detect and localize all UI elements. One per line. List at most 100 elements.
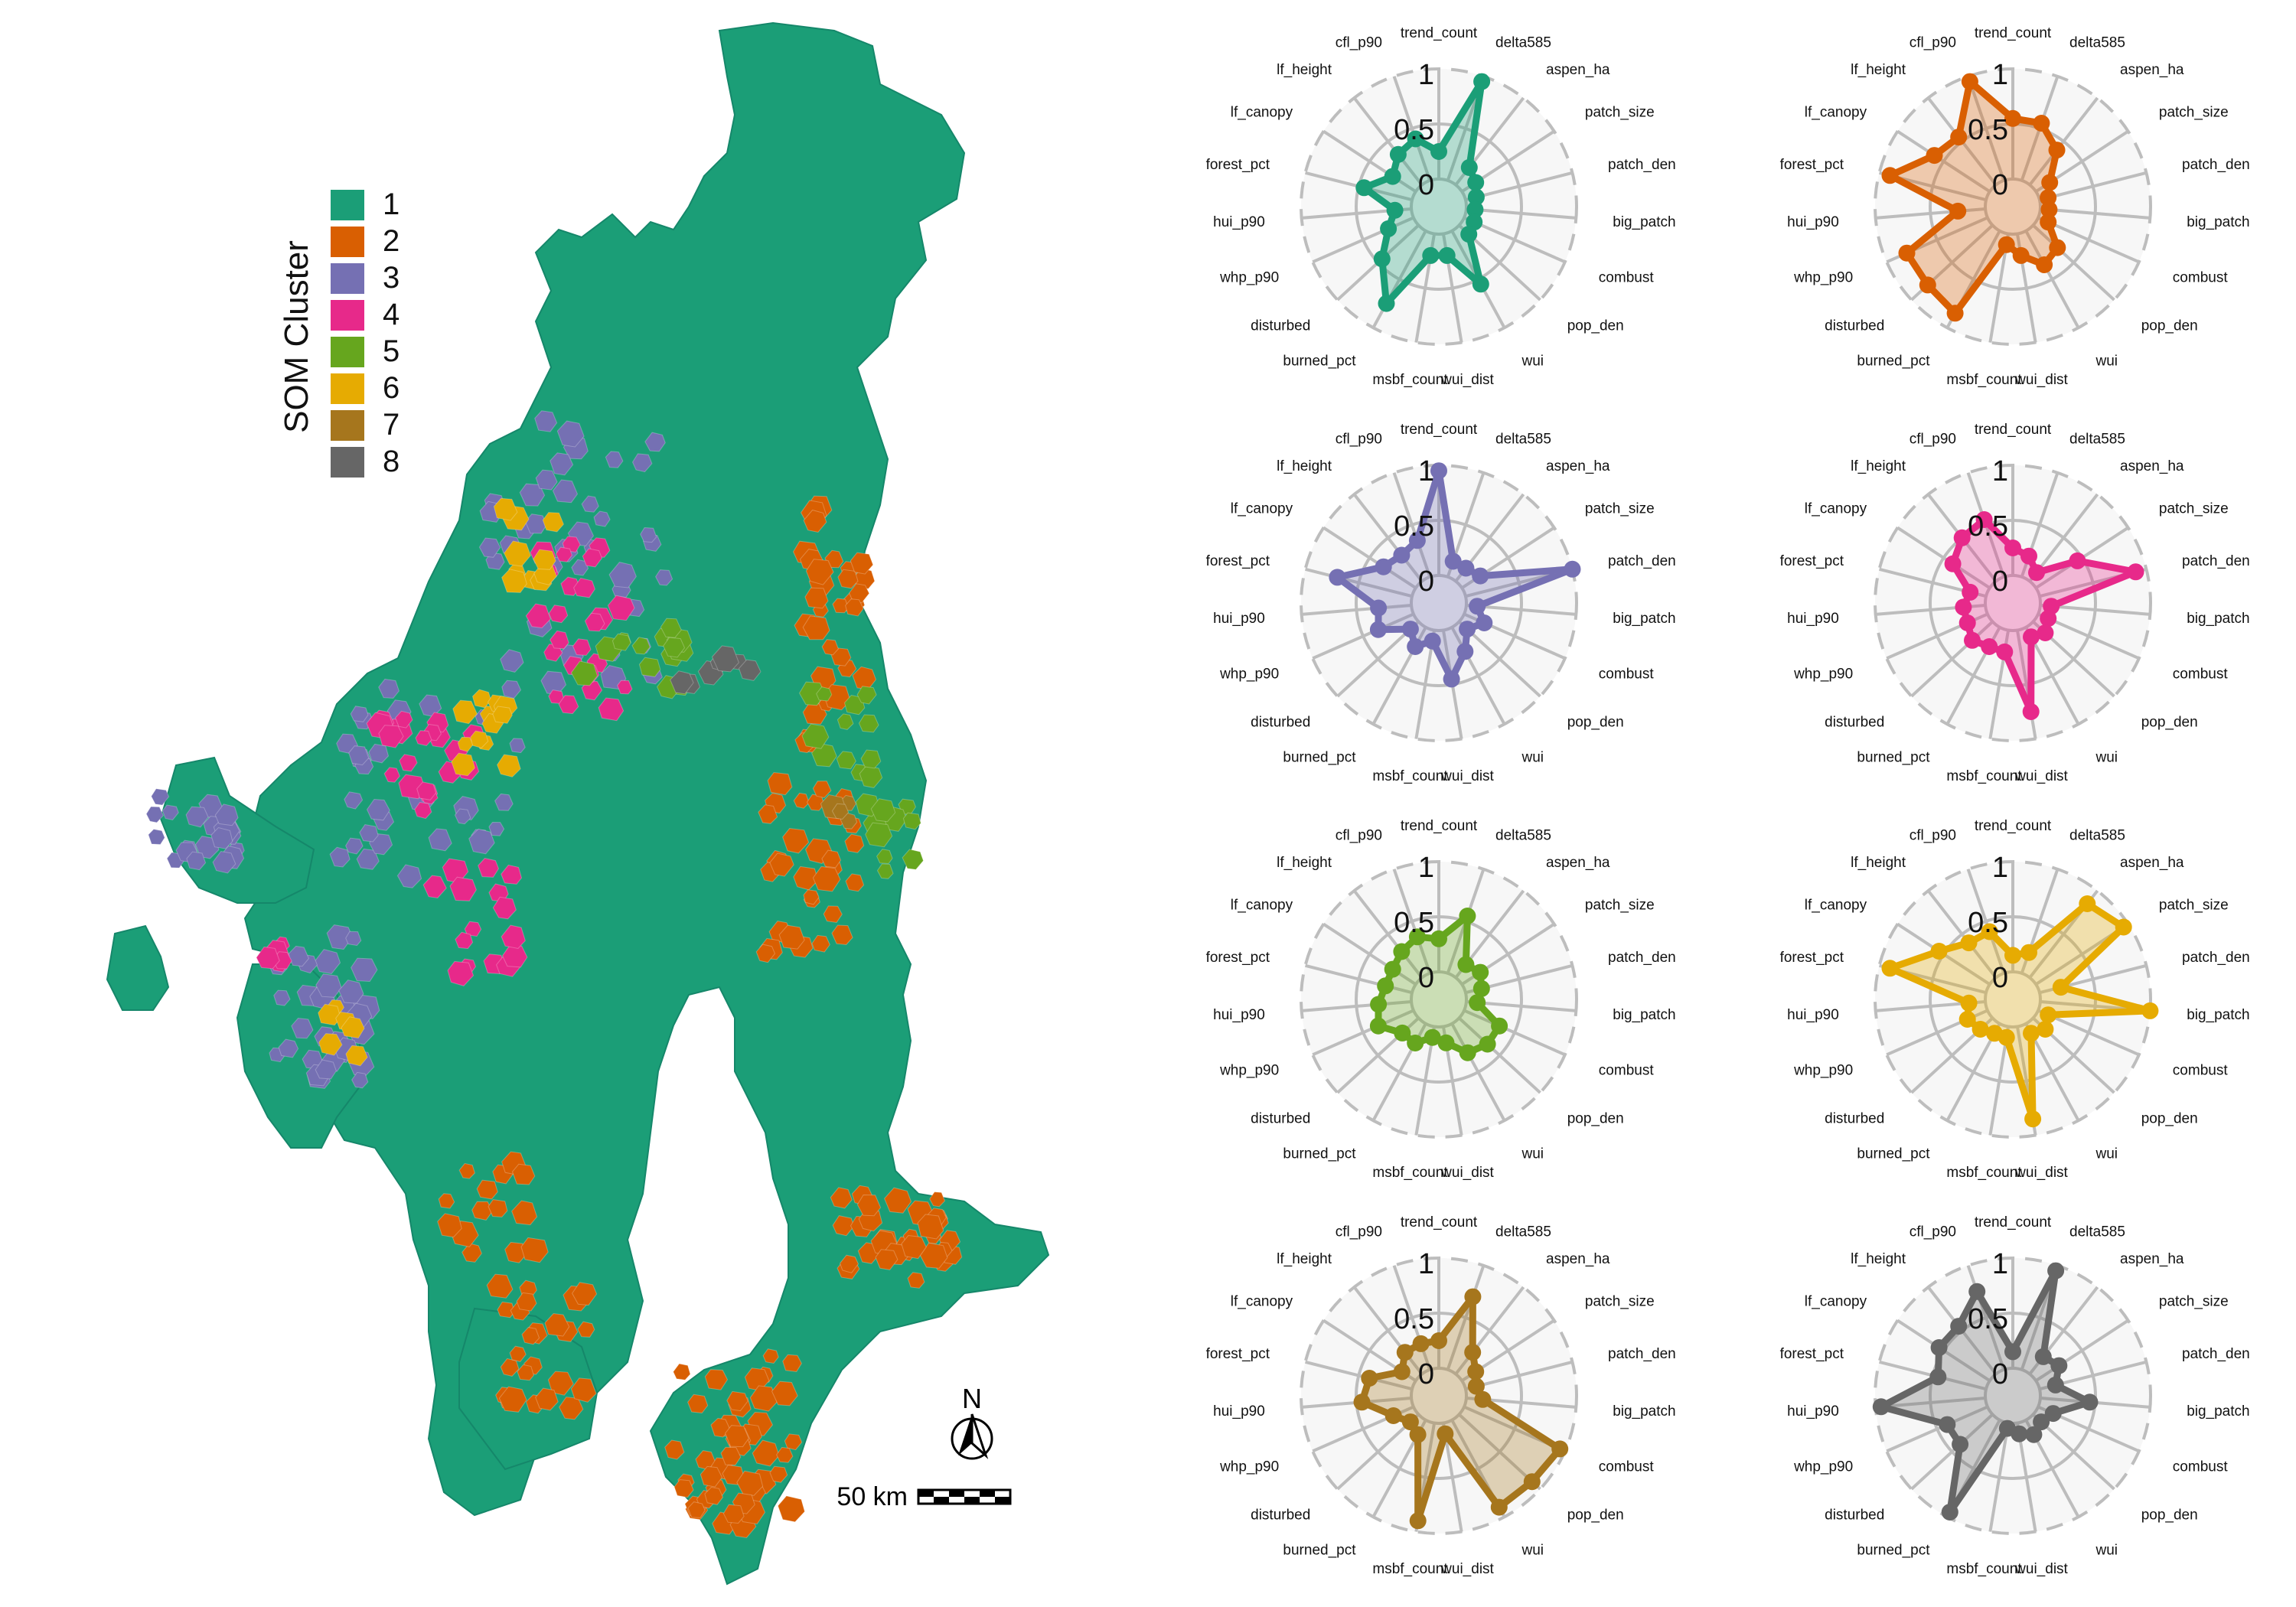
radar-point-patch_den [1564,560,1581,578]
radar-point-wui_dist [1443,670,1460,688]
radial-tick-label: 1 [1992,455,2008,487]
radar-point-wui [2025,1426,2043,1443]
radar-point-burned_pct [1981,638,1998,655]
radar-background [1875,1258,2151,1534]
axis-label-delta585: delta585 [1495,1224,1551,1240]
radar-spoke [1392,76,1432,181]
radar-point-pop_den [1523,1473,1541,1491]
radar-spoke [1450,1022,1506,1122]
axis-label-patch_size: patch_size [1585,104,1655,120]
axis-label-cfl_p90: cfl_p90 [1336,1224,1382,1240]
axis-label-whp_p90: whp_p90 [1219,667,1279,683]
radar-point-burned_pct [1407,638,1424,655]
map-cell-cluster-2 [749,1385,778,1412]
radar-point-big_patch [1469,994,1486,1012]
radar-point-whp_p90 [1384,1407,1402,1424]
radar-point-cfl_p90 [1961,73,1978,90]
axis-label-wui: wui [1521,354,1544,370]
axis-label-pop_den: pop_den [2141,714,2198,730]
map-cell-cluster-2 [769,852,794,877]
map-cell-cluster-2 [782,827,810,854]
radar-spoke [1466,207,1577,220]
map-cell-cluster-6 [470,730,489,748]
map-cell-cluster-2 [762,1348,779,1364]
map-cell-cluster-2 [497,1301,515,1319]
map-cell-cluster-2 [803,509,827,533]
map-cell-cluster-5 [663,637,686,658]
map-cell-cluster-3 [326,924,354,950]
axis-label-burned_pct: burned_pct [1283,1146,1356,1162]
map-cell-cluster-2 [929,1191,946,1208]
radar-point-whp_p90 [1898,244,1916,262]
axis-label-cfl_p90: cfl_p90 [1910,34,1956,51]
radar-point-big_patch [2040,200,2058,218]
map-cell-cluster-2 [758,804,778,824]
radar-point-forest_pct [1929,1368,1947,1386]
map-cell-cluster-3 [161,804,179,821]
radar-spoke [1966,1265,2006,1371]
axis-label-delta585: delta585 [2069,431,2125,447]
axis-label-lf_height: lf_height [1277,458,1332,474]
axis-label-msbf_count: msbf_count [1372,1165,1448,1181]
map-cell-cluster-2 [821,639,839,656]
map-cell-cluster-3 [608,562,637,588]
map-cell-cluster-2 [438,1193,455,1209]
axis-label-patch_den: patch_den [1608,1346,1676,1362]
axis-label-msbf_count: msbf_count [1372,768,1448,784]
map-cell-cluster-2 [856,1194,882,1217]
map-cell-cluster-2 [722,1464,745,1485]
radar-point-whp_p90 [1939,1416,1956,1433]
axis-label-hui_p90: hui_p90 [1213,1403,1265,1420]
radar-point-aspen_ha [2048,142,2066,159]
radar-point-trend_count [2004,947,2021,964]
map-cell-cluster-2 [437,1213,462,1238]
radar-point-hui_p90 [1353,1393,1371,1411]
map-cell-cluster-2 [901,1234,927,1260]
map-cell-cluster-4 [455,931,474,950]
scale-label: 50 km [837,1482,908,1511]
axis-label-burned_pct: burned_pct [1857,354,1930,370]
radial-tick-label: 1 [1992,1248,2008,1280]
map-cell-cluster-2 [577,1321,595,1338]
radar-point-lf_canopy [1384,168,1401,185]
radar-point-msbf_count [1998,1420,2016,1437]
map-cell-cluster-5 [876,849,893,865]
legend-label-2: 2 [383,224,400,258]
axis-label-wui_dist: wui_dist [2014,372,2068,388]
radar-point-aspen_ha [2028,564,2045,582]
axis-label-delta585: delta585 [2069,827,2125,843]
map-cell-cluster-4 [550,630,569,650]
radar-spoke [1988,1423,2011,1532]
radar-point-patch_den [1473,980,1490,997]
map-cell-cluster-5 [902,849,924,870]
radar-point-whp_p90 [1369,1017,1387,1035]
map-cell-cluster-4 [447,960,475,986]
radar-spoke [1463,1009,1566,1057]
radar-point-aspen_ha [2079,895,2096,912]
axis-label-delta585: delta585 [1495,34,1551,51]
radar-background [1875,69,2151,344]
radar-spoke [1446,1265,1486,1371]
radar-spoke [1371,230,1427,329]
axis-label-aspen_ha: aspen_ha [1546,855,1610,871]
radar-chart-cluster-2: trend_count delta585 aspen_ha patch_sizepat… [1780,25,2250,388]
axis-label-lf_canopy: lf_canopy [1231,104,1293,120]
radar-point-lf_canopy [1375,558,1392,575]
map-cell-cluster-6 [451,752,475,777]
radar-point-big_patch [2141,1002,2159,1019]
axis-label-aspen_ha: aspen_ha [1546,62,1610,78]
radar-point-whp_p90 [1369,621,1387,638]
radar-point-big_patch [1466,200,1484,218]
map-cell-cluster-2 [802,615,830,641]
map-cell-cluster-2 [839,1254,859,1273]
radar-chart-cluster-4: trend_count delta585 aspen_ha patch_sizepat… [1780,422,2250,784]
axis-label-pop_den: pop_den [2141,1110,2198,1126]
map-cell-cluster-4 [548,605,569,624]
map-cell-cluster-3 [501,680,522,699]
radar-point-hui_p90 [1872,1398,1890,1416]
radar-point-pop_den [1479,1035,1496,1053]
radar-point-aspen_ha [1457,559,1475,577]
map-cell-cluster-2 [777,1495,805,1523]
map-cell-cluster-2 [486,1273,514,1299]
